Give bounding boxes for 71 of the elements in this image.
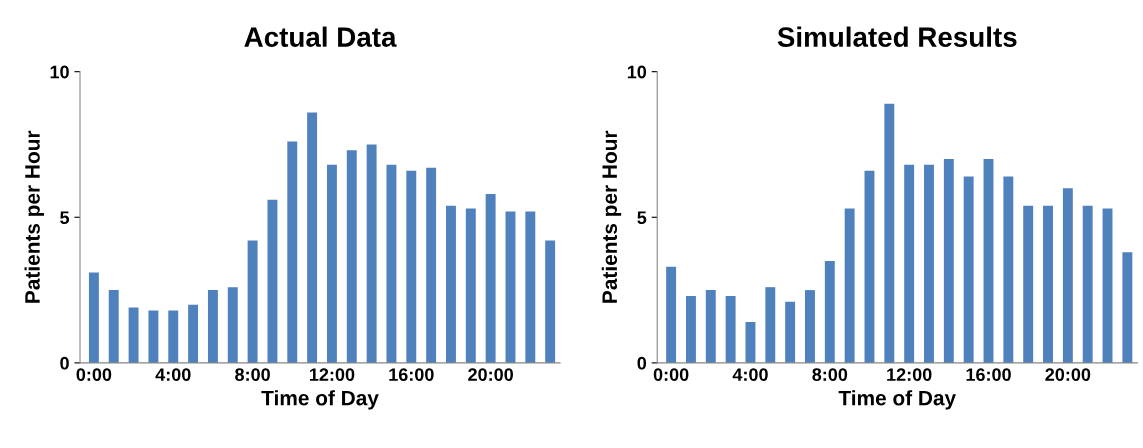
bar [864,170,875,363]
x-tick-label: 8:00 [812,368,848,381]
bar [465,208,476,363]
x-tick-label: 4:00 [155,368,191,381]
chart-title: Actual Data [244,26,397,47]
bar [1082,205,1093,363]
y-tick-label: 5 [637,211,647,224]
x-tick-label: 0:00 [653,368,689,381]
x-tick-label: 20:00 [468,368,513,381]
bar [386,164,397,363]
bar [545,240,556,363]
y-axis-title: Patients per Hour [601,130,622,303]
bar [685,295,696,363]
bar [785,301,796,363]
x-tick-label: 20:00 [1045,368,1091,381]
bar [168,310,179,363]
bar [485,193,496,363]
bar [765,287,776,363]
bar [287,141,298,363]
y-tick-label: 10 [50,65,69,79]
bar [666,266,677,363]
x-axis-title: Time of Day [261,390,379,410]
x-tick-label: 8:00 [235,368,270,381]
bar [267,199,278,363]
bar [148,310,159,363]
bar [128,307,139,363]
bar [1043,205,1053,363]
bar [446,205,456,363]
x-tick-label: 16:00 [966,368,1011,381]
bar [307,112,318,363]
x-tick-label: 0:00 [76,368,112,381]
bar [943,159,954,363]
bar [1003,176,1014,363]
bar [983,159,994,363]
bar [346,150,357,363]
bar [426,167,437,363]
chart-title: Simulated Results [777,26,1017,47]
y-axis-title: Patients per Hour [24,130,44,303]
bar [963,176,974,363]
x-tick-label: 12:00 [887,368,932,381]
bar [108,290,119,363]
y-tick-label: 0 [60,356,69,370]
bar [247,240,258,363]
x-axis-title: Time of Day [838,390,957,410]
y-tick-label: 10 [627,65,647,79]
bar [525,211,536,363]
x-tick-label: 12:00 [309,368,355,381]
y-tick-label: 5 [60,211,70,224]
bar [1102,208,1113,363]
x-tick-label: 16:00 [389,368,434,381]
x-tick-label: 4:00 [732,368,768,381]
bar [824,260,835,363]
bar [227,287,238,363]
bar [88,272,99,363]
bar [366,144,377,363]
bar [1023,205,1034,363]
bar [1122,252,1133,363]
bar [705,290,716,363]
y-tick-label: 0 [637,356,647,370]
bar [844,208,855,363]
bar [207,290,218,363]
bar [725,295,736,363]
bar [904,164,915,363]
bar [406,170,417,363]
bar [188,304,199,363]
bar [884,103,895,363]
bar [805,290,815,363]
bar [924,164,934,363]
bar [1062,188,1073,363]
bar [505,211,516,363]
bar [326,164,337,363]
